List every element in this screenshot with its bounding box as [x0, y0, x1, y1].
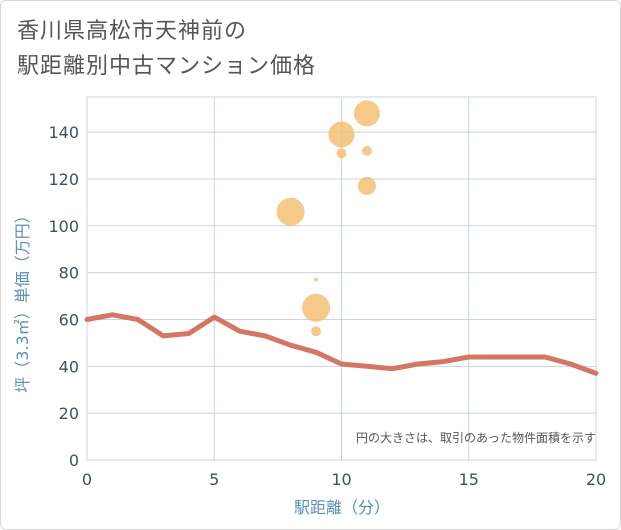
bubble-point — [311, 326, 322, 337]
title-line-2: 駅距離別中古マンション価格 — [17, 54, 317, 79]
average-line — [84, 312, 599, 376]
bubble-series — [276, 100, 380, 337]
axes: 0 20 40 60 80 100 120 140 0 5 10 15 20 — [48, 123, 606, 489]
bubble-point — [328, 121, 355, 148]
x-tick-label: 15 — [459, 470, 479, 489]
x-tick-label: 5 — [209, 470, 219, 489]
y-tick-label: 140 — [48, 123, 79, 142]
y-tick-label: 100 — [48, 217, 79, 236]
bubble-point — [353, 100, 380, 127]
bubble-point — [314, 277, 319, 282]
chart-title: 香川県高松市天神前の 駅距離別中古マンション価格 — [17, 14, 316, 84]
bubble-point — [276, 197, 305, 226]
y-tick-label: 120 — [48, 170, 79, 189]
y-axis-label: 坪（3.3㎡）単価（万円） — [13, 207, 32, 392]
y-tick-label: 20 — [59, 404, 79, 423]
bubble-point — [361, 145, 372, 156]
y-tick-label: 0 — [69, 451, 79, 470]
x-tick-label: 20 — [586, 470, 606, 489]
y-tick-label: 60 — [59, 310, 79, 329]
bubble-point — [336, 148, 347, 159]
average-line-series — [84, 312, 599, 376]
bubble-point — [302, 293, 331, 322]
size-note: 円の大きさは、取引のあった物件面積を示す — [356, 430, 596, 445]
bubble-point — [357, 176, 376, 195]
y-tick-label: 80 — [59, 264, 79, 283]
x-axis-label: 駅距離（分） — [294, 498, 390, 517]
title-line-1: 香川県高松市天神前の — [17, 19, 248, 44]
x-tick-label: 0 — [82, 470, 92, 489]
x-tick-label: 10 — [331, 470, 351, 489]
y-tick-label: 40 — [59, 357, 79, 376]
